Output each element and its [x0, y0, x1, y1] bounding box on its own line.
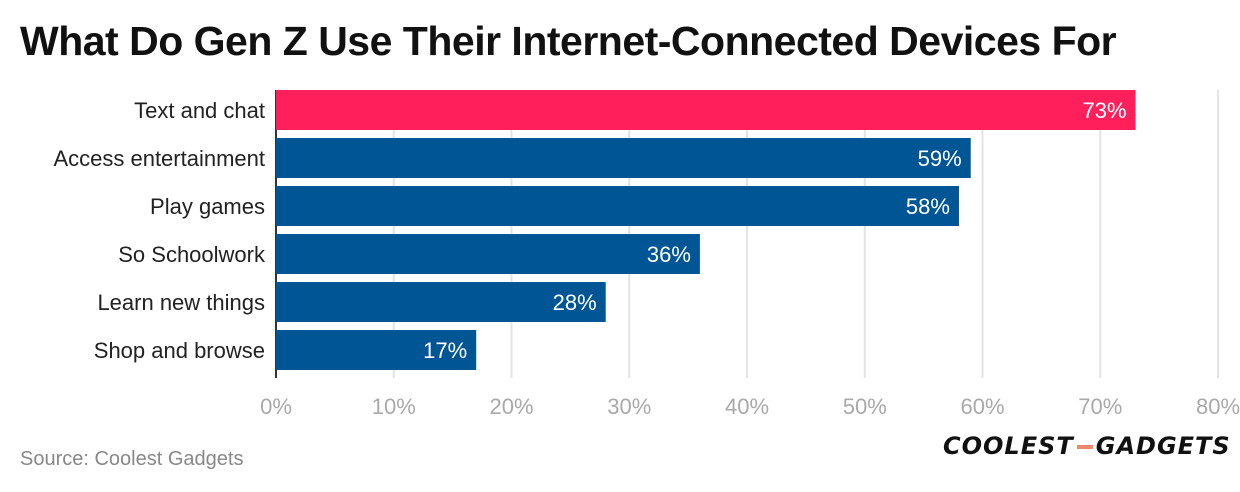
data-label: 73%	[1083, 98, 1127, 123]
logo-text-right: GADGETS	[1095, 432, 1231, 460]
bar	[276, 186, 959, 226]
category-label: Shop and browse	[94, 338, 265, 363]
x-tick-label: 80%	[1196, 394, 1240, 419]
category-label: Learn new things	[97, 290, 265, 315]
x-tick-label: 50%	[843, 394, 887, 419]
bar	[276, 330, 477, 370]
bar	[276, 138, 971, 178]
chart-title: What Do Gen Z Use Their Internet-Connect…	[20, 18, 1117, 64]
category-label: Access entertainment	[53, 146, 265, 171]
data-label: 58%	[906, 194, 950, 219]
bars	[276, 90, 1136, 370]
x-tick-label: 60%	[960, 394, 1004, 419]
x-tick-label: 0%	[260, 394, 292, 419]
bar	[276, 234, 700, 274]
x-tick-label: 10%	[372, 394, 416, 419]
logo-text-left: COOLEST	[943, 432, 1074, 460]
category-label: Text and chat	[134, 98, 265, 123]
x-tick-label: 40%	[725, 394, 769, 419]
coolest-gadgets-logo: COOLEST GADGETS	[943, 432, 1231, 460]
bar-chart: 0% 10% 20% 30% 40% 50% 60% 70% 80% Text and chat 7…	[53, 90, 1240, 419]
bar	[276, 90, 1136, 130]
data-label: 36%	[647, 242, 691, 267]
bar	[276, 282, 606, 322]
x-tick-label: 70%	[1078, 394, 1122, 419]
category-label: So Schoolwork	[118, 242, 266, 267]
source-note: Source: Coolest Gadgets	[20, 448, 244, 470]
x-tick-label: 30%	[607, 394, 651, 419]
data-label: 59%	[918, 146, 962, 171]
category-label: Play games	[150, 194, 265, 219]
labels: 0% 10% 20% 30% 40% 50% 60% 70% 80% Text and chat 7…	[53, 98, 1240, 419]
data-label: 17%	[423, 338, 467, 363]
data-label: 28%	[553, 290, 597, 315]
x-tick-label: 20%	[489, 394, 533, 419]
logo-dash	[1076, 445, 1093, 449]
